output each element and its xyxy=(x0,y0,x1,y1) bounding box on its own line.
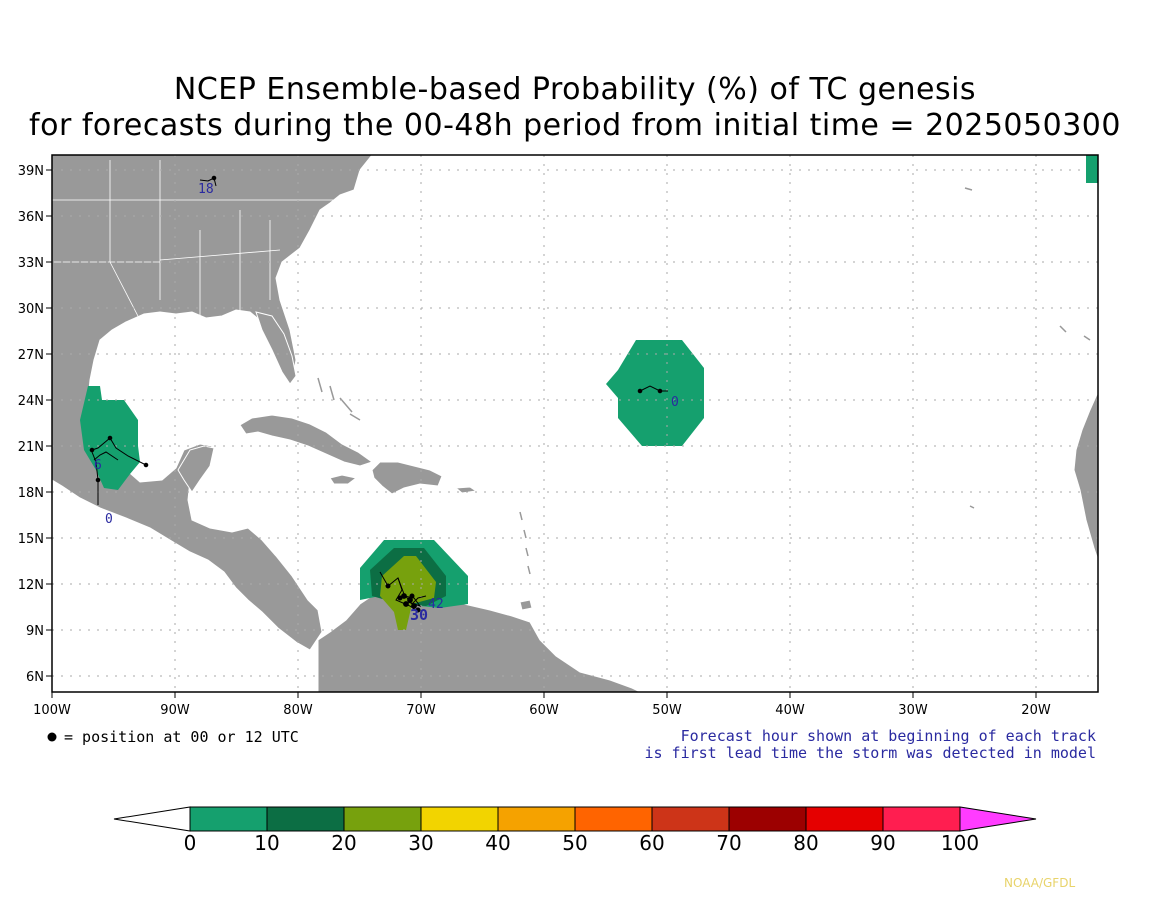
colorbar-bin-7 xyxy=(728,806,807,832)
track-label-0-atlantic: 0 xyxy=(671,395,679,410)
colorbar-under-arrow xyxy=(113,806,191,832)
genesis-prob-corner xyxy=(1086,155,1098,183)
land-florida xyxy=(255,311,297,385)
colorbar-label-80: 80 xyxy=(793,831,818,855)
track-label-42: 42 xyxy=(428,597,444,612)
lon-axis: 100W 90W 80W 70W 60W 50W 40W 30W 20W xyxy=(33,692,1051,718)
colorbar-labels: 0 10 20 30 40 50 60 70 80 90 100 xyxy=(184,831,979,855)
lon-label-80w: 80W xyxy=(283,703,313,718)
map-title-line1: NCEP Ensemble-based Probability (%) of T… xyxy=(173,72,977,107)
colorbar-label-40: 40 xyxy=(485,831,510,855)
colorbar-label-90: 90 xyxy=(870,831,895,855)
colorbar-bin-6 xyxy=(651,806,730,832)
colorbar-label-60: 60 xyxy=(639,831,664,855)
colorbar-label-50: 50 xyxy=(562,831,587,855)
lat-label-6n: 6N xyxy=(26,670,44,685)
lat-label-24n: 24N xyxy=(18,394,44,409)
lon-label-90w: 90W xyxy=(160,703,190,718)
lon-label-100w: 100W xyxy=(33,703,71,718)
colorbar-bin-1 xyxy=(266,806,345,832)
land-cuba xyxy=(239,414,374,467)
colorbar-label-0: 0 xyxy=(184,831,197,855)
land-north-america xyxy=(52,155,373,651)
colorbar-bin-4 xyxy=(497,806,576,832)
colorbar-label-10: 10 xyxy=(254,831,279,855)
track-label-18: 18 xyxy=(198,182,214,197)
graticule xyxy=(52,155,1098,692)
colorbar-label-20: 20 xyxy=(331,831,356,855)
land-jamaica xyxy=(329,474,358,485)
track-label-30: 30 xyxy=(410,606,428,624)
lat-label-30n: 30N xyxy=(18,302,44,317)
track-label-6-gulf: 6 xyxy=(94,458,102,473)
lat-axis: 39N 36N 33N 30N 27N 24N 21N 18N 15N 12N … xyxy=(18,164,52,685)
colorbar-bin-3 xyxy=(420,806,499,832)
map-frame xyxy=(51,154,1099,693)
lon-label-30w: 30W xyxy=(898,703,928,718)
position-note: = position at 00 or 12 UTC xyxy=(64,728,299,746)
land-islands-east xyxy=(964,187,1091,509)
colorbar-bin-2 xyxy=(343,806,422,832)
position-dot-icon xyxy=(47,732,57,742)
land-bahamas xyxy=(317,377,361,421)
lat-label-33n: 33N xyxy=(18,256,44,271)
track-label-0-pacific: 0 xyxy=(105,512,113,527)
colorbar-over-arrow xyxy=(959,806,1037,832)
lat-label-27n: 27N xyxy=(18,348,44,363)
colorbar-label-70: 70 xyxy=(716,831,741,855)
lon-label-60w: 60W xyxy=(529,703,559,718)
colorbar-bin-0 xyxy=(189,806,268,832)
lon-label-70w: 70W xyxy=(406,703,436,718)
lat-label-9n: 9N xyxy=(26,624,44,639)
colorbar-label-100: 100 xyxy=(941,831,979,855)
lat-label-39n: 39N xyxy=(18,164,44,179)
lat-label-21n: 21N xyxy=(18,440,44,455)
land-yucatan xyxy=(177,445,215,493)
land-lesser-antilles xyxy=(519,511,531,575)
forecast-note-line1: Forecast hour shown at beginning of each… xyxy=(681,727,1096,745)
colorbar-bin-9 xyxy=(882,806,961,832)
lat-label-18n: 18N xyxy=(18,486,44,501)
lat-label-12n: 12N xyxy=(18,578,44,593)
genesis-prob-atlantic xyxy=(606,340,704,446)
land-africa xyxy=(1073,391,1098,561)
land-hispaniola xyxy=(371,461,443,495)
colorbar-bin-8 xyxy=(805,806,884,832)
lon-label-50w: 50W xyxy=(652,703,682,718)
genesis-prob-caribbean-30 xyxy=(380,556,436,630)
forecast-note-line2: is first lead time the storm was detecte… xyxy=(644,744,1096,762)
colorbar-bin-5 xyxy=(574,806,653,832)
lon-label-20w: 20W xyxy=(1021,703,1051,718)
storm-tracks xyxy=(89,175,668,613)
credit-text: NOAA/GFDL xyxy=(1004,876,1076,890)
lat-label-36n: 36N xyxy=(18,210,44,225)
lat-label-15n: 15N xyxy=(18,532,44,547)
map-title-line2: for forecasts during the 00-48h period f… xyxy=(29,108,1121,143)
land-trinidad xyxy=(519,599,533,611)
colorbar-label-30: 30 xyxy=(408,831,433,855)
colorbar xyxy=(113,806,1037,832)
map-panel: 18 0 6 0 42 30 xyxy=(52,155,1098,692)
land-puerto-rico xyxy=(454,486,478,494)
lon-label-40w: 40W xyxy=(775,703,805,718)
